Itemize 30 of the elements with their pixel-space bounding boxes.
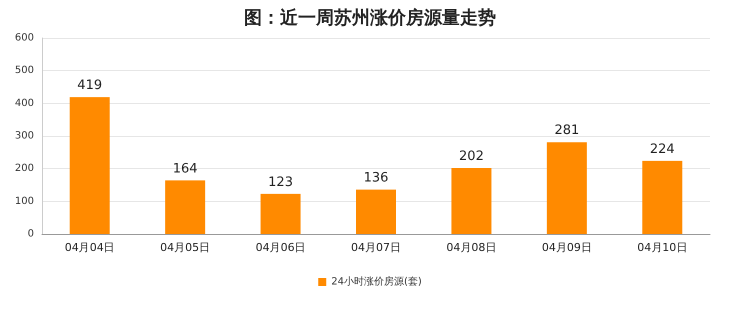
bar [451, 168, 492, 234]
y-tick-label: 500 [14, 65, 34, 76]
y-tick-label: 400 [14, 98, 34, 109]
x-tick-label: 04月08日 [446, 241, 496, 254]
data-label: 164 [172, 161, 198, 176]
x-tick-label: 04月10日 [637, 241, 688, 254]
y-tick-label: 100 [14, 196, 34, 207]
data-label: 281 [554, 123, 580, 138]
bar [70, 97, 110, 234]
data-label: 224 [650, 142, 675, 157]
x-tick-label: 04月04日 [64, 241, 115, 254]
y-tick-label: 600 [14, 32, 34, 44]
x-tick-label: 04月07日 [351, 241, 401, 254]
x-tick-label: 04月05日 [160, 241, 210, 254]
bar [546, 142, 587, 234]
x-tick-label: 04月09日 [542, 241, 592, 254]
y-tick-label: 200 [14, 163, 34, 174]
x-tick-label: 04月06日 [256, 241, 306, 254]
bar [260, 194, 301, 234]
data-label: 123 [268, 174, 293, 190]
y-tick-label: 300 [14, 130, 34, 142]
bar [165, 180, 206, 234]
bar [356, 190, 396, 234]
data-label: 202 [459, 149, 484, 164]
data-label: 419 [77, 78, 102, 94]
chart-title: 图：近一周苏州涨价房源量走势 [244, 8, 496, 28]
bar [642, 160, 682, 234]
legend-label: 24小时涨价房源(套) [331, 276, 422, 288]
y-tick-label: 0 [28, 228, 34, 240]
data-label: 136 [364, 170, 388, 186]
